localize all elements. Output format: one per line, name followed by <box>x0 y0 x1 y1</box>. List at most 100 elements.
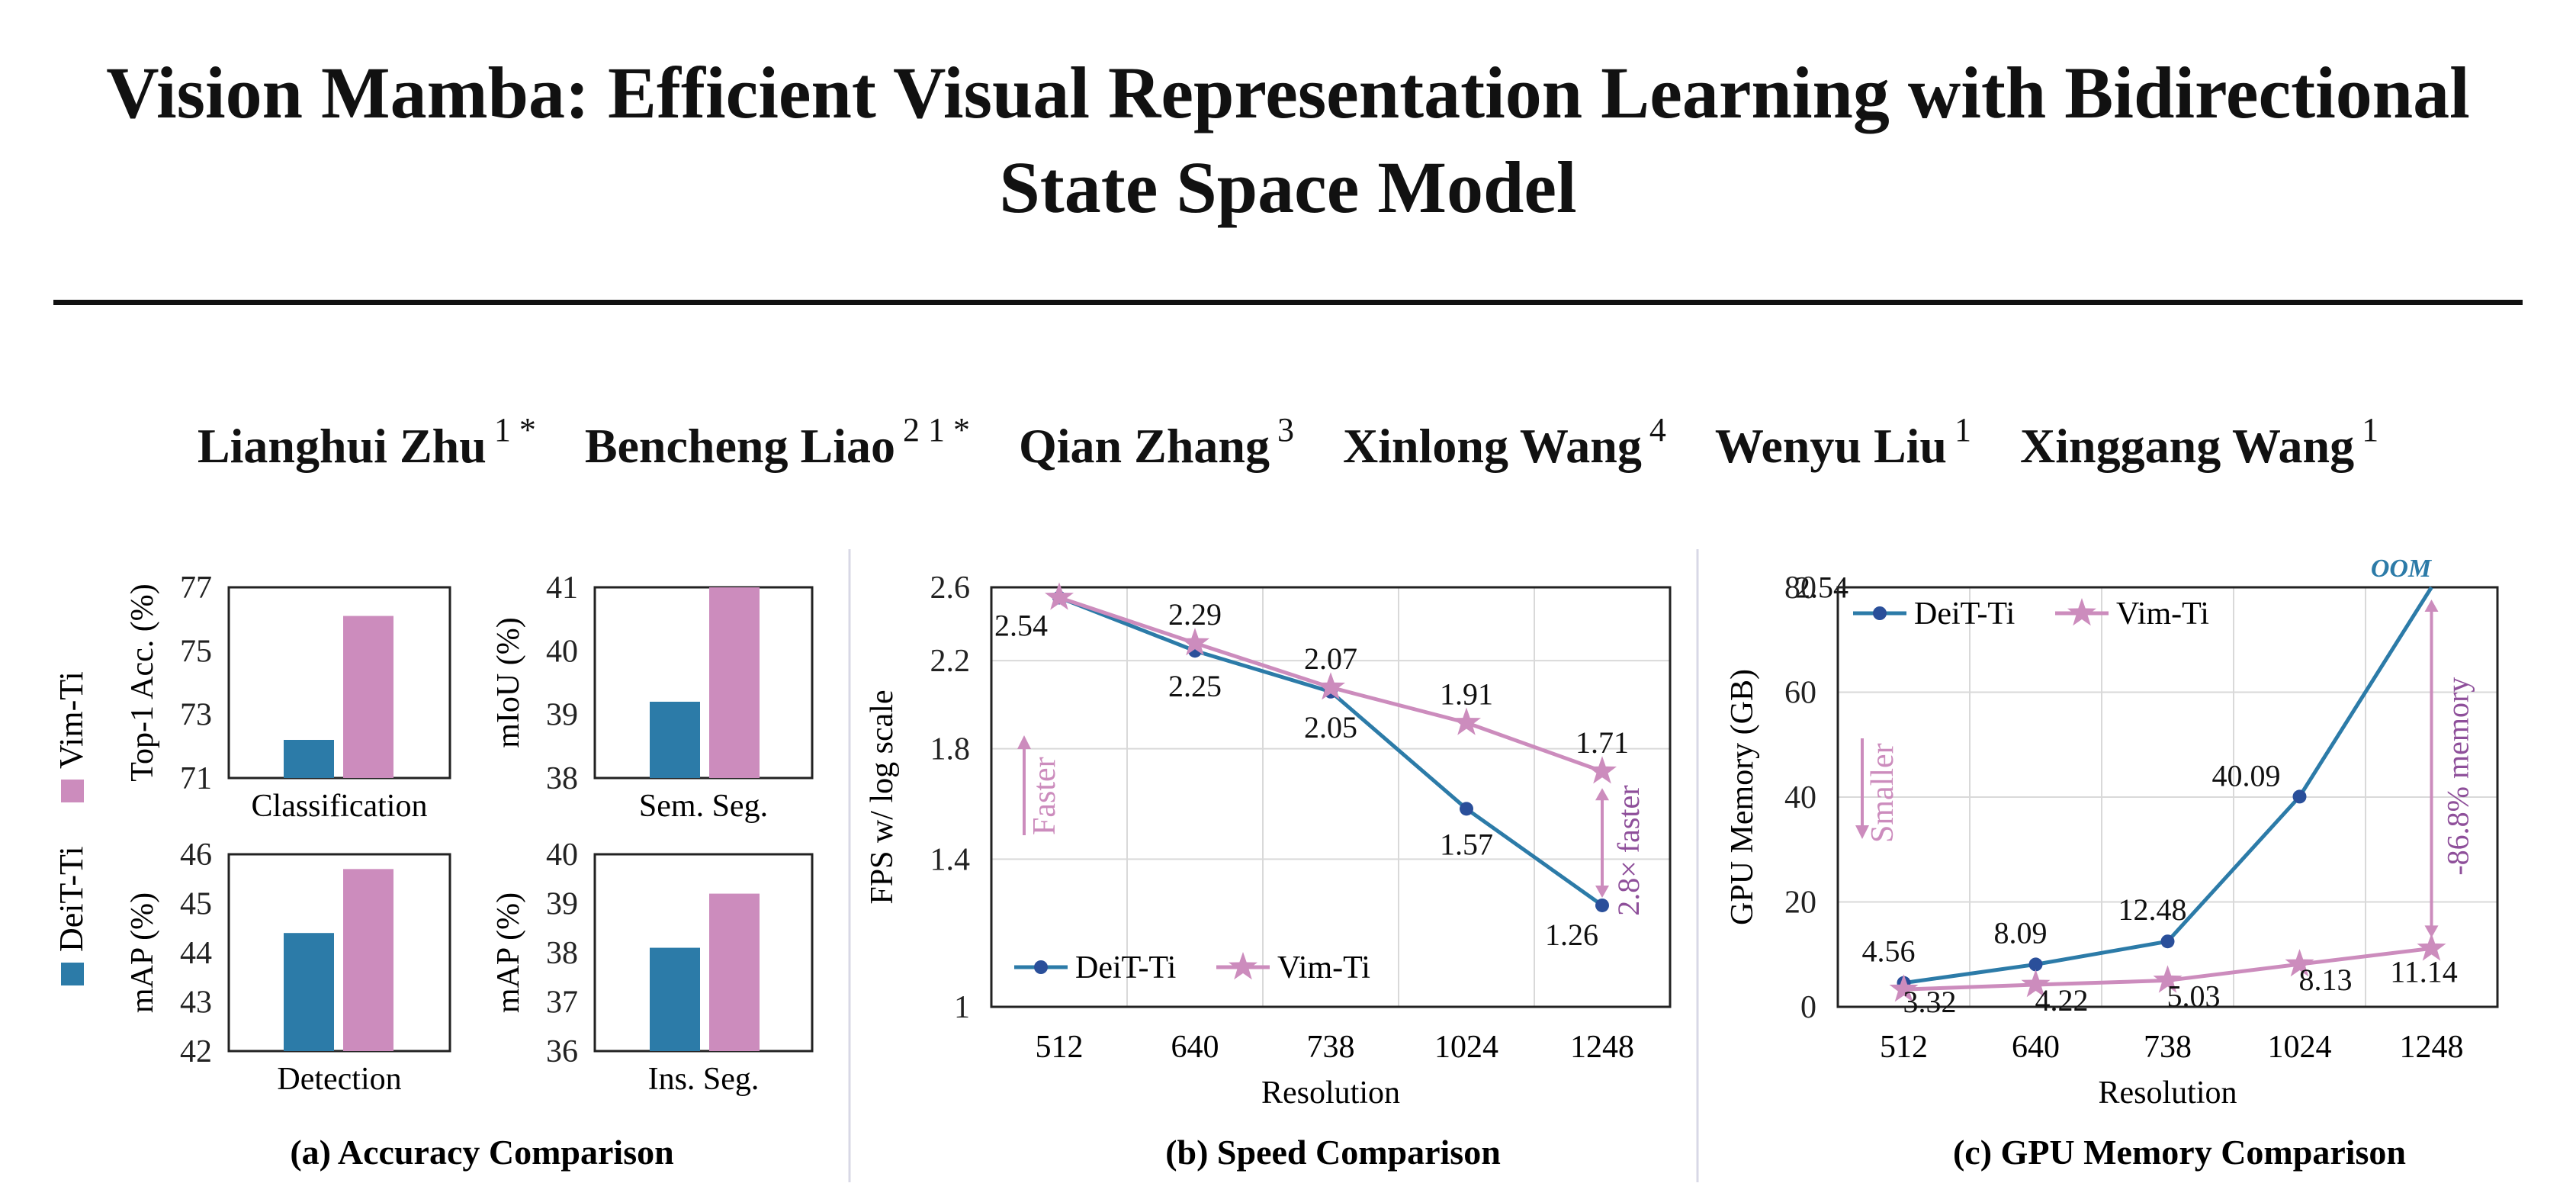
y-tick-label: 77 <box>180 571 212 606</box>
memory-arrow-head <box>2424 600 2439 612</box>
author: Lianghui Zhu 1 * <box>197 413 536 474</box>
bar-deit-ti <box>650 947 700 1051</box>
speedup-arrow-head <box>1595 885 1609 898</box>
y-tick-label: 0 <box>1800 990 1816 1025</box>
plot-frame <box>593 586 814 780</box>
y-tick-label: 20 <box>1784 886 1816 921</box>
data-label: 40.09 <box>2212 758 2281 793</box>
data-point-vim <box>2285 949 2314 977</box>
author: Qian Zhang 3 <box>1018 413 1294 474</box>
y-tick-label: 41 <box>546 571 578 606</box>
line-chart: 0 20 40 60 80 512 640 738 1024 1248 Resolution GPU … <box>1725 555 2499 1111</box>
y-tick-label: 36 <box>546 1034 578 1069</box>
accuracy-chart: 38 39 40 41 mIoU (%) Sem. Seg. <box>491 571 814 824</box>
x-tick-label: 738 <box>1307 1030 1355 1065</box>
author-affiliation: 1 * <box>493 411 536 448</box>
plot-frame <box>990 586 1672 1008</box>
plot-frame <box>227 586 451 780</box>
y-axis-label: mIoU (%) <box>491 617 526 748</box>
memory-panel: 0 20 40 60 80 512 640 738 1024 1248 Resolution GPU … <box>1725 555 2499 1111</box>
x-tick-label: 512 <box>1880 1030 1928 1065</box>
y-tick-label: 46 <box>180 838 212 873</box>
y-tick-label: 71 <box>180 761 212 796</box>
legend-label-vim: Vim-Ti <box>1277 950 1370 985</box>
author-list: Lianghui Zhu 1 * Bencheng Liao 2 1 * Qian … <box>0 412 2576 481</box>
plot-frame <box>227 853 451 1053</box>
y-tick-label: 1.4 <box>930 842 971 877</box>
faster-arrow-head <box>1017 735 1031 749</box>
data-point-vim <box>2153 965 2183 993</box>
bar-vim-ti <box>343 869 393 1051</box>
author-name: Lianghui Zhu <box>197 419 487 473</box>
speed-panel: 1 1.4 1.8 2.2 2.6 512 640 738 1024 1248 Resolution… <box>865 570 1848 1111</box>
data-label: 2.29 <box>1168 597 1222 632</box>
bar-deit-ti <box>284 933 334 1051</box>
data-point-deit <box>1595 898 1609 912</box>
y-tick-label: 1.8 <box>930 732 971 767</box>
data-point-vim <box>2417 933 2446 961</box>
author: Wenyu Liu 1 <box>1714 413 1971 474</box>
y-axis-label: mAP (%) <box>491 892 526 1013</box>
y-tick-label: 39 <box>546 698 578 733</box>
legend-swatch-deit <box>61 963 84 985</box>
data-label: 1.71 <box>1575 725 1629 760</box>
accuracy-chart: 36 37 38 39 40 mAP (%) Ins. Seg. <box>491 838 814 1097</box>
accuracy-panel: 71 73 75 77 Top-1 Acc. (%) Classification 38 39… <box>125 571 814 1097</box>
x-tick-label: 512 <box>1036 1030 1084 1065</box>
legend-label-deit: DeiT-Ti <box>1914 596 2015 632</box>
author-name: Qian Zhang <box>1018 419 1270 473</box>
data-point-deit <box>2160 934 2175 949</box>
data-point-vim <box>1045 582 1074 610</box>
legend-swatch-vim <box>61 780 84 802</box>
author-affiliation: 1 <box>1954 411 1971 448</box>
speedup-label: 2.8× faster <box>1611 785 1646 915</box>
memory-arrow-head <box>2424 925 2439 938</box>
data-label: 11.14 <box>2390 954 2458 989</box>
x-axis-label: Classification <box>252 789 428 824</box>
y-tick-label: 43 <box>180 985 212 1021</box>
data-label: 4.56 <box>1862 934 1916 969</box>
y-tick-label: 2.2 <box>930 644 971 679</box>
bar-vim-ti <box>343 616 393 778</box>
y-tick-label: 45 <box>180 887 212 922</box>
bar-vim-ti <box>709 587 760 778</box>
legend-marker-deit <box>1034 960 1048 974</box>
y-axis-label: Top-1 Acc. (%) <box>125 584 160 781</box>
y-tick-label: 60 <box>1784 676 1816 711</box>
data-label: 1.57 <box>1440 827 1493 861</box>
teaser-figure: DeiT-Ti Vim-Ti 71 73 75 77 Top-1 Acc. (%) Cla… <box>53 549 2499 1182</box>
x-axis-label: Resolution <box>2098 1075 2237 1111</box>
x-tick-label: 1248 <box>1570 1030 1634 1065</box>
y-axis-label: mAP (%) <box>125 892 160 1013</box>
y-tick-label: 42 <box>180 1034 212 1069</box>
x-tick-label: 1248 <box>2400 1030 2464 1065</box>
bar-vim-ti <box>709 893 760 1051</box>
y-tick-label: 75 <box>180 634 212 669</box>
speedup-arrow-head <box>1595 788 1609 801</box>
author: Xinggang Wang 1 <box>2020 413 2378 474</box>
accuracy-chart: 71 73 75 77 Top-1 Acc. (%) Classification <box>125 571 451 824</box>
accuracy-legend: DeiT-Ti Vim-Ti <box>53 671 90 985</box>
data-label: 2.25 <box>1168 669 1222 703</box>
data-point-deit <box>2292 789 2307 804</box>
legend-label-vim: Vim-Ti <box>2116 596 2209 632</box>
smaller-arrow-head <box>1855 825 1869 839</box>
author-name: Xinlong Wang <box>1343 419 1642 473</box>
faster-label: Faster <box>1027 757 1062 835</box>
author: Xinlong Wang 4 <box>1343 413 1666 474</box>
data-label: 8.13 <box>2299 963 2353 997</box>
x-axis-label: Resolution <box>1261 1075 1400 1111</box>
memory-reduction-label: -86.8% memory <box>2441 677 2475 876</box>
y-tick-label: 73 <box>180 698 212 733</box>
data-point-deit <box>2028 957 2043 972</box>
y-tick-label: 40 <box>546 838 578 873</box>
author-name: Wenyu Liu <box>1714 419 1947 473</box>
data-point-vim <box>1452 707 1481 735</box>
data-point-vim <box>1316 672 1345 700</box>
y-tick-label: 38 <box>546 761 578 796</box>
author-affiliation: 1 <box>2362 411 2379 448</box>
author-affiliation: 4 <box>1649 411 1666 448</box>
smaller-label: Smaller <box>1865 743 1900 843</box>
bar-deit-ti <box>650 702 700 778</box>
data-point-vim <box>2021 969 2051 998</box>
